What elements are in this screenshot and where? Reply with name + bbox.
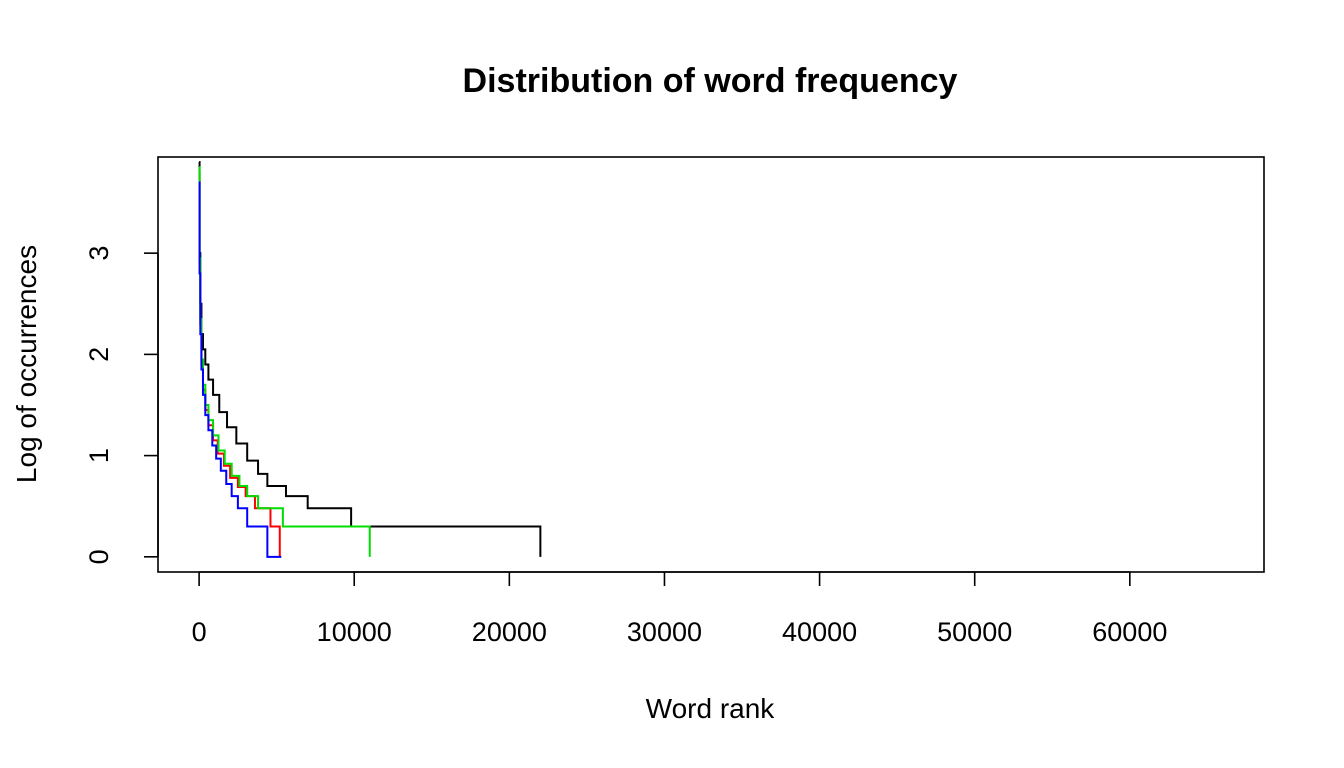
x-tick-label: 60000 [1092, 617, 1167, 647]
x-axis: 0 10000 20000 30000 40000 50000 60000 [192, 571, 1167, 647]
series-line-4 [198, 181, 282, 558]
x-axis-label: Word rank [646, 693, 776, 724]
x-tick-label: 40000 [782, 617, 857, 647]
series-line-2 [198, 171, 281, 557]
x-tick-label: 10000 [317, 617, 392, 647]
y-axis-label: Log of occurrences [11, 245, 42, 483]
y-tick-label: 3 [84, 246, 114, 261]
x-tick-label: 30000 [627, 617, 702, 647]
plot-frame [157, 156, 1265, 573]
y-tick-label: 0 [84, 549, 114, 564]
y-axis: 0 1 2 3 [84, 246, 159, 564]
chart-title: Distribution of word frequency [463, 62, 958, 100]
x-tick-label: 50000 [937, 617, 1012, 647]
y-tick-label: 2 [84, 347, 114, 362]
series-line-1 [198, 161, 542, 557]
series-line-3 [198, 166, 371, 557]
x-tick-label: 0 [192, 617, 207, 647]
series-layer [198, 161, 542, 558]
y-tick-label: 1 [84, 448, 114, 463]
x-tick-label: 20000 [472, 617, 547, 647]
